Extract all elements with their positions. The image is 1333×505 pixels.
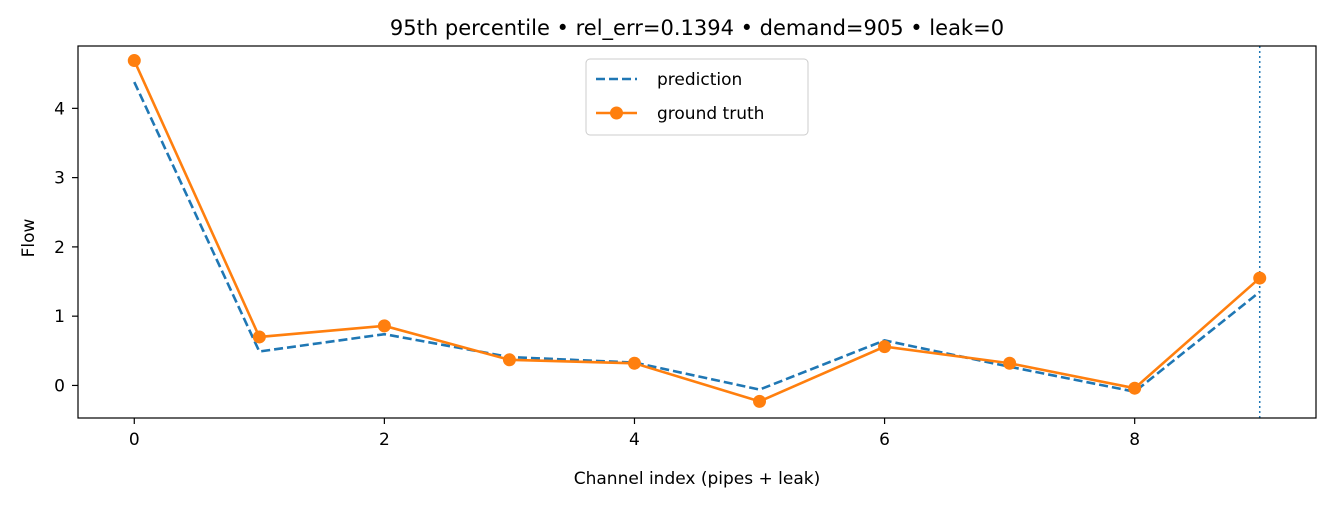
legend-marker-ground-truth bbox=[610, 106, 623, 120]
data-point-ground-truth bbox=[1128, 381, 1142, 395]
legend-label-prediction: prediction bbox=[657, 70, 742, 90]
data-point-ground-truth bbox=[502, 353, 516, 367]
data-point-ground-truth bbox=[377, 319, 391, 333]
series-line-ground-truth bbox=[133, 60, 1261, 403]
x-tick-label: 2 bbox=[379, 430, 390, 450]
y-tick-label: 0 bbox=[54, 376, 65, 396]
x-tick-label: 0 bbox=[129, 430, 140, 450]
data-point-ground-truth bbox=[1003, 356, 1017, 370]
y-tick-label: 3 bbox=[54, 169, 65, 189]
data-point-ground-truth bbox=[252, 330, 266, 344]
y-axis-ticks: 0 1 2 3 4 bbox=[54, 99, 78, 396]
x-axis-label: Channel index (pipes + leak) bbox=[574, 469, 821, 489]
data-point-ground-truth bbox=[878, 340, 892, 354]
data-point-ground-truth bbox=[127, 54, 141, 68]
y-tick-label: 1 bbox=[54, 307, 65, 327]
plot-area bbox=[127, 46, 1267, 418]
data-point-ground-truth bbox=[753, 394, 767, 408]
x-tick-label: 4 bbox=[629, 430, 640, 450]
legend-label-ground-truth: ground truth bbox=[657, 104, 764, 124]
x-tick-label: 6 bbox=[879, 430, 890, 450]
data-point-ground-truth bbox=[1253, 271, 1267, 285]
y-tick-label: 2 bbox=[54, 238, 65, 258]
x-tick-label: 8 bbox=[1129, 430, 1140, 450]
y-axis-label: Flow bbox=[19, 219, 39, 258]
y-tick-label: 4 bbox=[54, 99, 65, 119]
x-axis-ticks: 0 2 4 6 8 bbox=[129, 418, 1140, 450]
chart-title: 95th percentile • rel_err=0.1394 • deman… bbox=[390, 16, 1004, 41]
legend: prediction ground truth bbox=[585, 58, 809, 136]
legend-box bbox=[585, 58, 809, 136]
plot-frame bbox=[77, 45, 1317, 419]
data-point-ground-truth bbox=[627, 356, 641, 370]
